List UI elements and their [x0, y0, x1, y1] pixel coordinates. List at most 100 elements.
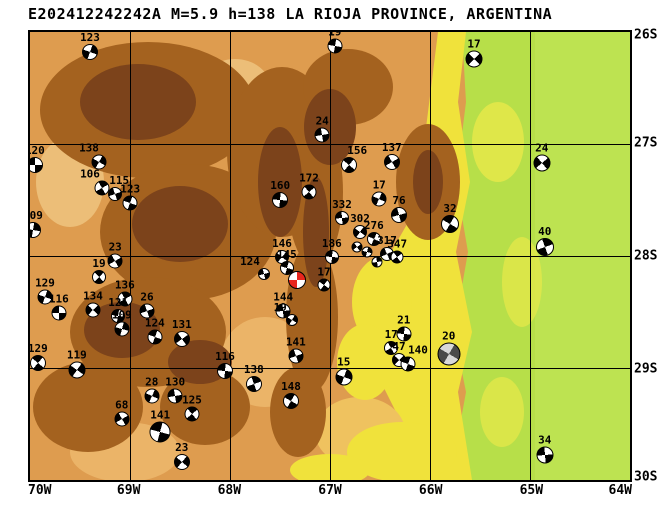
beachball-depth-label: 146	[272, 236, 292, 250]
beachball-depth-label: 140	[408, 343, 428, 357]
beachball: 116	[49, 293, 69, 321]
longitude-axis: 70W 69W 68W 67W 66W 65W 64W	[28, 482, 632, 500]
beachball: 129	[30, 343, 48, 372]
beachball-depth-label: 148	[281, 380, 301, 394]
focal-mechanism-icon	[361, 246, 373, 258]
lat-label: 28S	[634, 248, 658, 264]
focal-mechanism-icon	[108, 187, 123, 202]
beachball: 28	[144, 377, 160, 404]
focal-mechanism-icon	[30, 222, 41, 239]
focal-mechanism-icon	[258, 267, 270, 280]
focal-mechanism-icon	[30, 355, 46, 372]
beachball: 40	[535, 226, 554, 257]
beachball: 109	[112, 310, 132, 337]
beachball-depth-label: 124	[240, 254, 260, 268]
focal-mechanism-icon	[384, 340, 399, 355]
beachball-depth-label: 119	[66, 348, 87, 362]
focal-mechanism-icon	[92, 270, 106, 285]
beachball-depth-label: 136	[114, 278, 135, 292]
beachball: 20	[437, 331, 461, 366]
focal-mechanism-icon	[335, 368, 353, 386]
beachball: 123	[120, 184, 140, 211]
beachball: 160	[270, 180, 290, 208]
beachball: 17	[371, 180, 387, 207]
focal-mechanism-icon	[324, 249, 339, 264]
lon-label: 69W	[116, 483, 141, 498]
beachball: 138	[79, 142, 107, 170]
beachball: 138	[244, 364, 264, 393]
beachball: 15	[335, 356, 353, 386]
beachball-depth-label: 76	[392, 193, 406, 207]
focal-mechanism-icon	[286, 314, 299, 327]
focal-mechanism-icon	[371, 256, 383, 268]
lon-label: 67W	[318, 483, 342, 498]
beachball-depth-label: 24	[315, 114, 329, 128]
focal-mechanism-icon	[167, 388, 183, 404]
beachball-depth-label: 24	[535, 141, 549, 155]
focal-mechanism-icon	[535, 238, 554, 257]
focal-mechanism-icon	[149, 421, 171, 443]
focal-mechanism-icon	[283, 393, 299, 410]
beachball: 23	[173, 442, 190, 471]
beachball: 23	[107, 241, 123, 269]
focal-mechanism-icon	[533, 154, 551, 172]
beachball-depth-label: 130	[165, 375, 186, 389]
lat-label: 27S	[634, 135, 658, 151]
beachball-depth-label: 34	[538, 433, 552, 447]
beachball-depth-label: 17	[384, 327, 398, 341]
beachball: 332	[332, 199, 352, 225]
beachball-depth-label: 172	[299, 171, 319, 185]
latitude-axis: 26S 27S 28S 29S 30S	[634, 29, 662, 484]
beachball-depth-label: 17	[372, 178, 386, 192]
beachball: 145	[277, 249, 297, 276]
beachball: 123	[80, 32, 100, 61]
focal-mechanism-icon	[94, 180, 110, 196]
beachball: 17	[317, 267, 331, 292]
beachball-depth-label: 47	[392, 339, 406, 353]
focal-mechanism-icon	[91, 154, 107, 170]
focal-mechanism-icon	[144, 388, 160, 404]
beachball-depth-label: 138	[79, 141, 99, 155]
focal-mechanism-icon	[341, 157, 358, 174]
beachball-depth-label: 17	[317, 265, 331, 279]
beachball: 276	[364, 220, 384, 246]
beachball-depth-label: 19	[92, 257, 106, 271]
beachball-depth-label: 129	[28, 342, 48, 356]
beachball: 76	[391, 195, 407, 223]
focal-mechanism-icon	[301, 184, 317, 200]
focal-mechanism-icon	[82, 44, 98, 61]
beachball: 148	[281, 381, 301, 410]
beachball-depth-label: 68	[115, 398, 129, 412]
beachball: 17	[384, 329, 399, 355]
beachball: 119	[67, 349, 87, 379]
beachball-depth-label: 145	[276, 248, 297, 262]
focal-mechanism-icon	[351, 241, 363, 253]
beachball-depth-label: 347	[387, 237, 408, 251]
focal-mechanism-icon	[383, 153, 400, 170]
beachball: 130	[165, 377, 185, 404]
beachball: 32	[441, 203, 459, 234]
beachball-depth-label: 23	[175, 441, 189, 455]
beachball: 120	[30, 145, 45, 174]
beachball-depth-label: 134	[83, 289, 103, 303]
focal-mechanism-icon	[139, 303, 155, 319]
beachball: 137	[382, 142, 402, 170]
focal-mechanism-icon	[317, 278, 331, 292]
focal-mechanism-icon	[437, 342, 461, 366]
beachball: 116	[215, 351, 235, 380]
focal-mechanism-icon	[68, 361, 86, 379]
beachball-depth-label: 144	[273, 290, 294, 304]
beachball-depth-label: 109	[111, 308, 132, 322]
beachball-depth-label: 332	[332, 197, 352, 211]
beachball	[371, 256, 383, 268]
lon-label: 66W	[418, 483, 443, 498]
beachball-depth-label: 160	[270, 179, 291, 192]
focal-mechanism-icon	[366, 231, 381, 246]
beachball: 140	[400, 344, 428, 372]
beachball-depth-label: 106	[80, 167, 100, 181]
focal-mechanism-icon	[327, 38, 343, 54]
focal-mechanism-icon	[114, 321, 130, 337]
beachball-depth-label: 120	[30, 144, 45, 158]
beachball: 124	[240, 256, 270, 280]
